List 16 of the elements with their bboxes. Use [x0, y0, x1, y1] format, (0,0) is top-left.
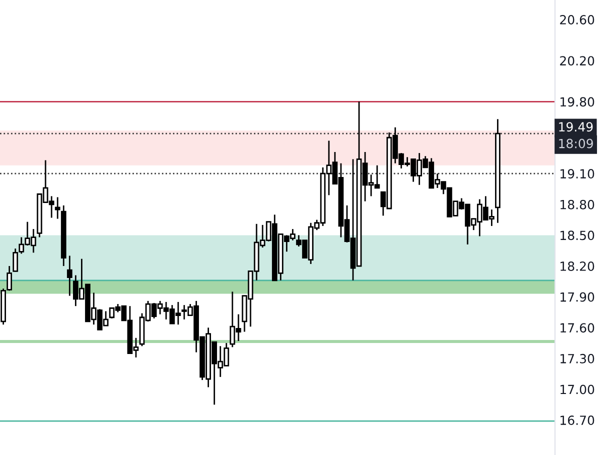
candlestick: [54, 196, 60, 220]
ref-line-label: 19.49: [559, 122, 593, 132]
y-tick-label: 18.50: [560, 230, 594, 240]
y-tick-label: 17.60: [560, 323, 594, 333]
y-tick-label: 17.00: [560, 384, 594, 394]
y-tick-label: 16.70: [560, 416, 594, 426]
y-tick-label: 18.20: [560, 261, 594, 271]
candlestick: [66, 255, 72, 296]
y-tick-label: 20.60: [560, 14, 594, 24]
y-tick-label: 19.80: [560, 97, 594, 107]
y-tick-label: 17.90: [560, 292, 594, 302]
y-tick-label: 17.30: [560, 354, 594, 364]
y-tick-label: 20.20: [560, 56, 594, 66]
y-tick-label: 19.10: [560, 169, 594, 179]
text: 18:09: [559, 138, 593, 148]
y-tick-label: 18.80: [560, 200, 594, 210]
